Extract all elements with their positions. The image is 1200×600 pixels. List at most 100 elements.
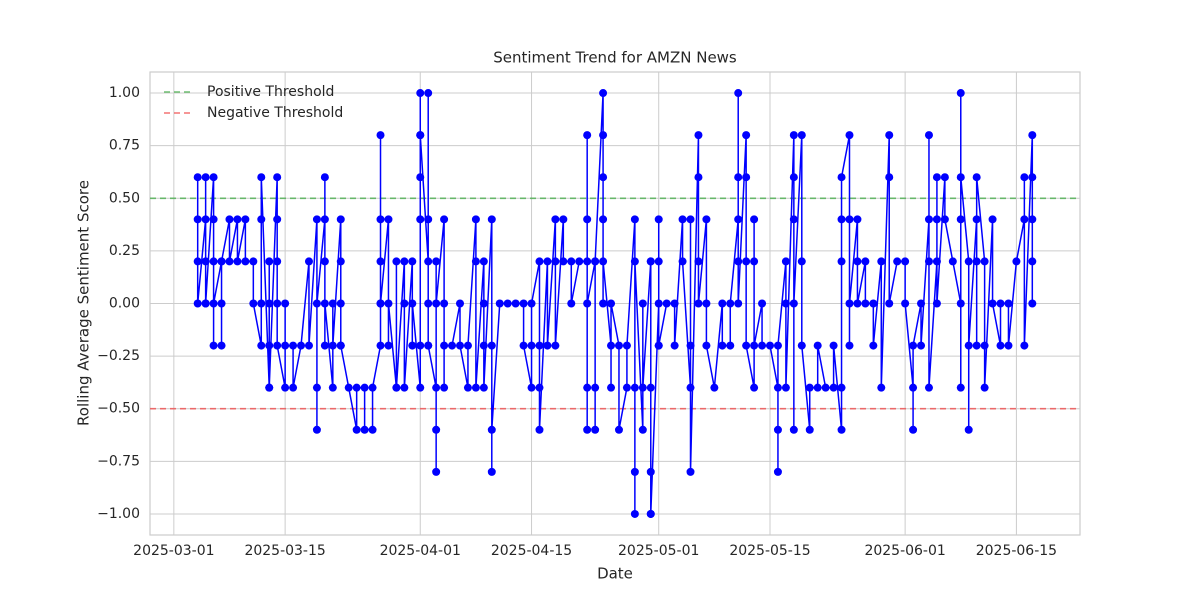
data-point (376, 215, 385, 224)
data-point (686, 383, 695, 392)
data-point (336, 299, 345, 308)
data-point (670, 341, 679, 350)
data-point (845, 341, 854, 350)
data-point (487, 341, 496, 350)
y-tick-label: 0.25 (109, 243, 140, 259)
data-point (535, 383, 544, 392)
data-point (829, 383, 838, 392)
data-point (845, 299, 854, 308)
data-point (233, 215, 242, 224)
data-point (448, 341, 457, 350)
data-point (972, 257, 981, 266)
chart-title: Sentiment Trend for AMZN News (493, 49, 737, 67)
data-point (495, 299, 504, 308)
data-point (519, 341, 528, 350)
data-point (853, 215, 862, 224)
data-point (630, 467, 639, 476)
x-tick-label: 2025-04-01 (380, 543, 461, 559)
data-point (551, 341, 560, 350)
data-point (376, 131, 385, 140)
data-point (273, 299, 282, 308)
data-point (909, 425, 918, 434)
data-point (980, 257, 989, 266)
data-point (328, 299, 337, 308)
data-point (956, 215, 965, 224)
data-point (646, 509, 655, 518)
data-point (328, 383, 337, 392)
y-tick-label: −0.75 (97, 453, 140, 469)
data-point (972, 341, 981, 350)
data-point (837, 425, 846, 434)
data-point (805, 425, 814, 434)
data-point (924, 215, 933, 224)
data-point (964, 341, 973, 350)
data-point (432, 425, 441, 434)
data-point (479, 299, 488, 308)
data-point (559, 257, 568, 266)
data-point (432, 257, 441, 266)
data-point (209, 299, 218, 308)
data-point (1004, 341, 1013, 350)
data-point (312, 215, 321, 224)
data-point (773, 341, 782, 350)
data-point (861, 257, 870, 266)
data-point (527, 299, 536, 308)
data-point (1020, 215, 1029, 224)
data-point (734, 89, 743, 98)
data-point (630, 215, 639, 224)
data-point (249, 257, 258, 266)
data-point (638, 425, 647, 434)
data-point (289, 341, 298, 350)
data-point (654, 299, 663, 308)
data-point (956, 89, 965, 98)
data-point (312, 299, 321, 308)
data-point (924, 131, 933, 140)
data-point (742, 131, 751, 140)
data-point (614, 425, 623, 434)
data-point (630, 509, 639, 518)
data-point (805, 383, 814, 392)
data-point (432, 299, 441, 308)
data-point (853, 299, 862, 308)
data-point (773, 467, 782, 476)
data-point (479, 257, 488, 266)
data-point (781, 299, 790, 308)
data-point (742, 341, 751, 350)
data-point (742, 173, 751, 182)
data-point (789, 215, 798, 224)
data-point (463, 383, 472, 392)
data-point (527, 341, 536, 350)
data-point (424, 257, 433, 266)
data-point (630, 257, 639, 266)
data-point (408, 257, 417, 266)
data-point (368, 383, 377, 392)
data-point (352, 425, 361, 434)
data-point (217, 299, 226, 308)
data-point (440, 215, 449, 224)
data-point (424, 215, 433, 224)
data-point (622, 383, 631, 392)
data-point (885, 173, 894, 182)
y-tick-label: −0.25 (97, 348, 140, 364)
data-point (940, 215, 949, 224)
data-point (837, 173, 846, 182)
data-point (424, 299, 433, 308)
data-point (249, 299, 258, 308)
x-tick-label: 2025-05-01 (618, 543, 699, 559)
data-point (917, 299, 926, 308)
data-point (471, 383, 480, 392)
data-point (750, 341, 759, 350)
data-point (901, 299, 910, 308)
data-point (956, 173, 965, 182)
data-point (440, 299, 449, 308)
data-point (281, 341, 290, 350)
data-point (742, 257, 751, 266)
data-point (265, 383, 274, 392)
data-point (583, 257, 592, 266)
data-point (702, 341, 711, 350)
data-point (877, 383, 886, 392)
data-point (654, 215, 663, 224)
data-point (734, 299, 743, 308)
data-point (209, 341, 218, 350)
data-point (583, 425, 592, 434)
